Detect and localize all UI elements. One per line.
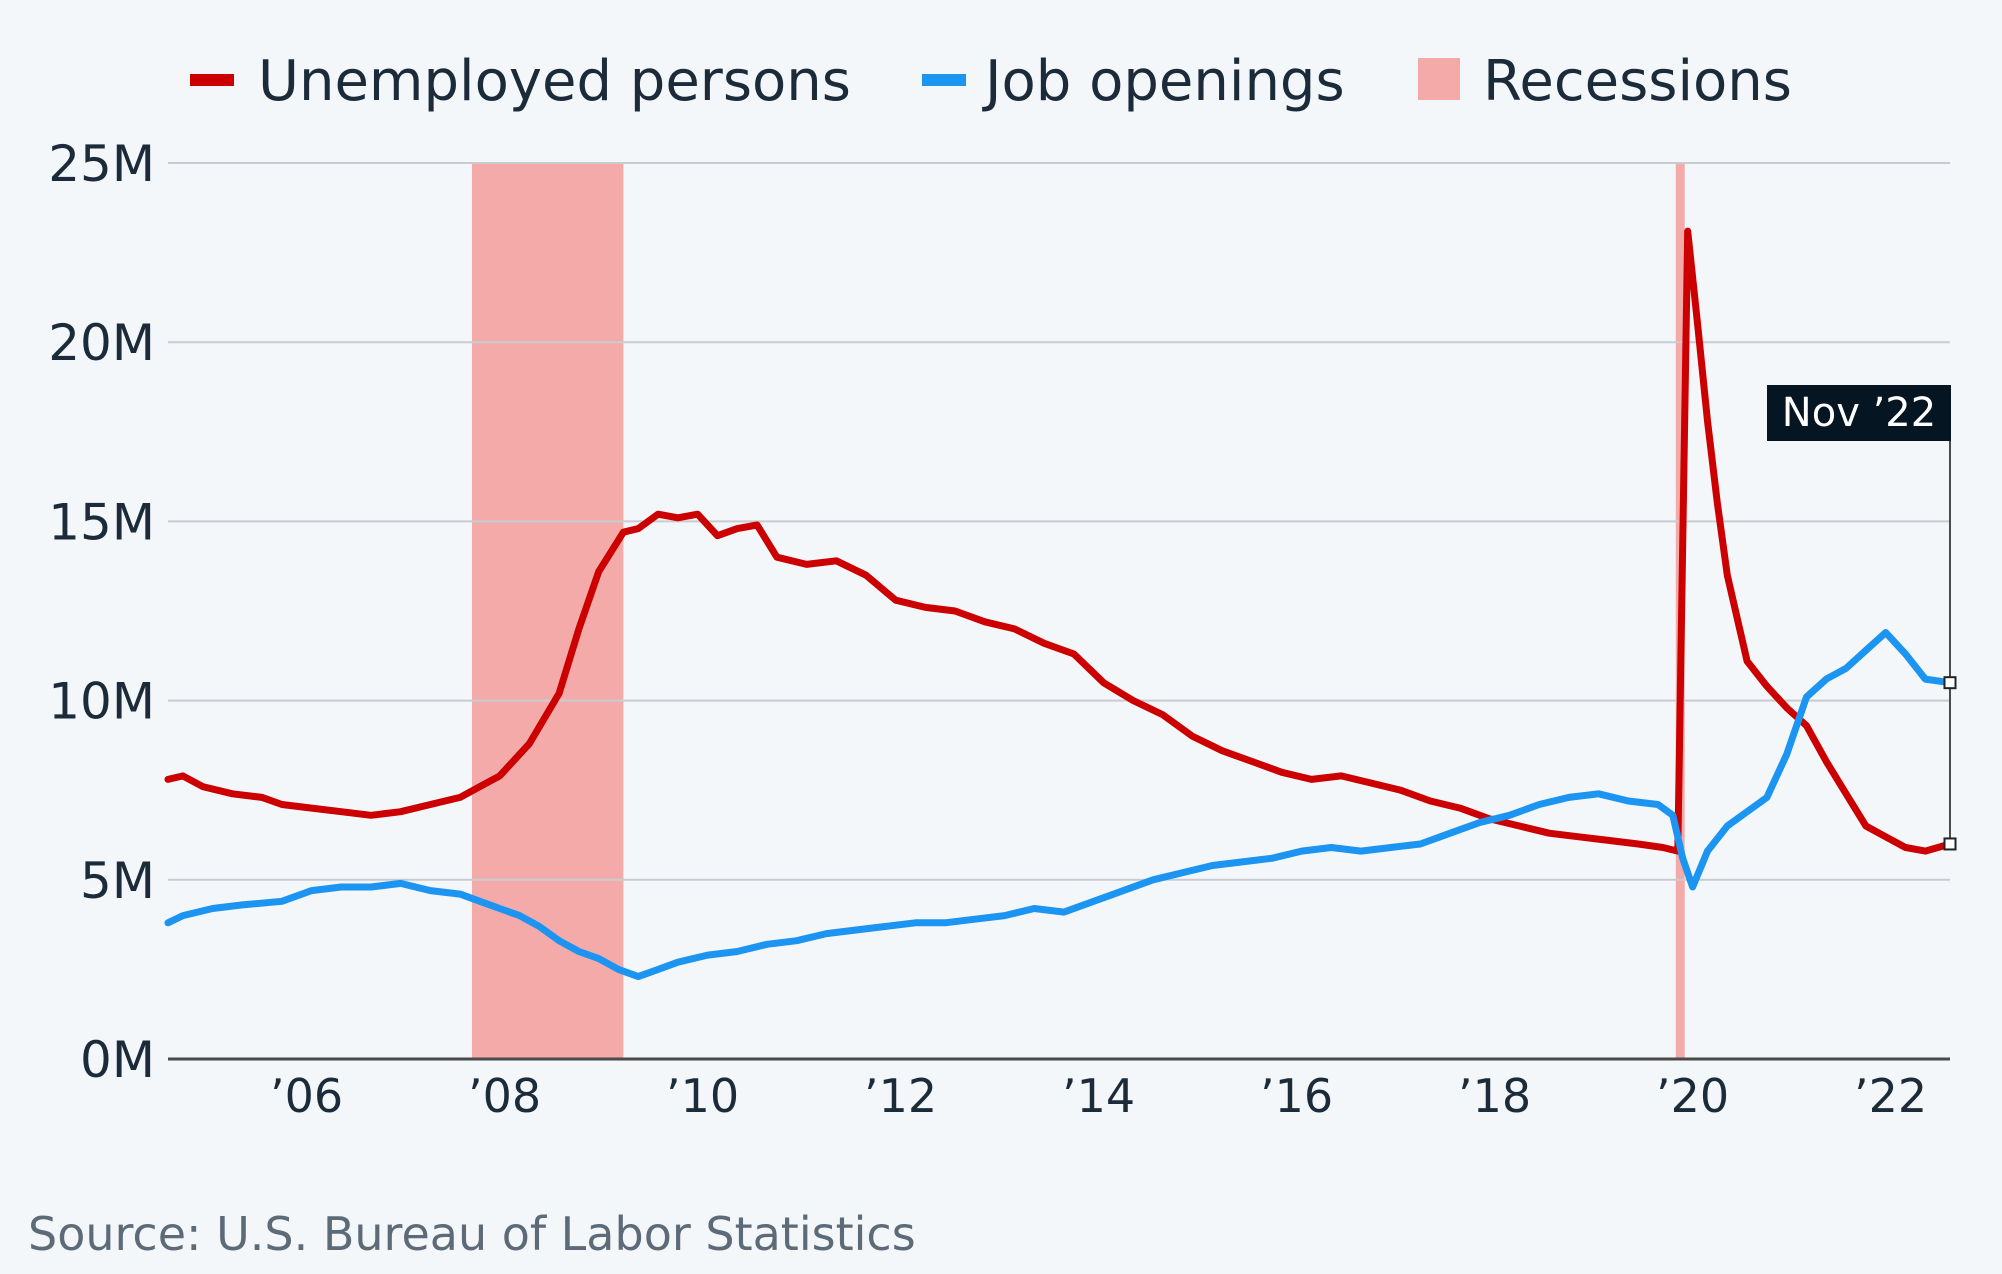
x-tick-label: ’06 <box>270 1069 343 1123</box>
tooltip-box <box>1767 385 1951 441</box>
y-tick-label: 15M <box>48 493 155 551</box>
tooltip-label: Nov ’22 <box>1782 390 1936 436</box>
tooltip-marker-openings <box>1943 676 1957 690</box>
legend-label-openings: Job openings <box>982 49 1345 114</box>
y-tick-label: 5M <box>80 852 155 910</box>
y-tick-label: 10M <box>48 673 155 731</box>
x-axis-ticks: ’06 ’08 ’10 ’12 ’14 ’16 ’18 ’20 ’22 <box>270 1069 1927 1123</box>
series-lines <box>164 227 1954 981</box>
y-tick-label: 0M <box>80 1031 155 1089</box>
x-tick-label: ’10 <box>666 1069 739 1123</box>
x-tick-label: ’20 <box>1656 1069 1729 1123</box>
y-tick-label: 20M <box>48 314 155 372</box>
recession-bands <box>471 163 1685 1059</box>
legend-swatch-openings <box>922 74 966 86</box>
source-note: Source: U.S. Bureau of Labor Statistics <box>28 1207 916 1261</box>
x-tick-label: ’08 <box>468 1069 541 1123</box>
x-tick-label: ’12 <box>864 1069 937 1123</box>
grid-lines <box>168 162 1950 881</box>
y-tick-label: 25M <box>48 135 155 193</box>
x-tick-label: ’22 <box>1854 1069 1927 1123</box>
legend-label-recessions: Recessions <box>1483 49 1792 114</box>
tooltip: Nov ’22 <box>1767 385 1957 851</box>
tooltip-marker-unemployed <box>1943 837 1957 851</box>
x-tick-label: ’18 <box>1458 1069 1531 1123</box>
legend: Unemployed persons Job openings Recessio… <box>190 49 1792 114</box>
x-tick-label: ’16 <box>1260 1069 1333 1123</box>
legend-label-unemployed: Unemployed persons <box>258 49 851 114</box>
legend-swatch-unemployed <box>190 74 234 86</box>
y-axis-ticks: 0M 5M 10M 15M 20M 25M <box>48 135 155 1089</box>
legend-swatch-recessions <box>1418 58 1460 100</box>
recession-band <box>471 163 624 1059</box>
x-tick-label: ’14 <box>1062 1069 1135 1123</box>
openings-line <box>164 629 1954 981</box>
unemployed-line <box>164 227 1954 855</box>
